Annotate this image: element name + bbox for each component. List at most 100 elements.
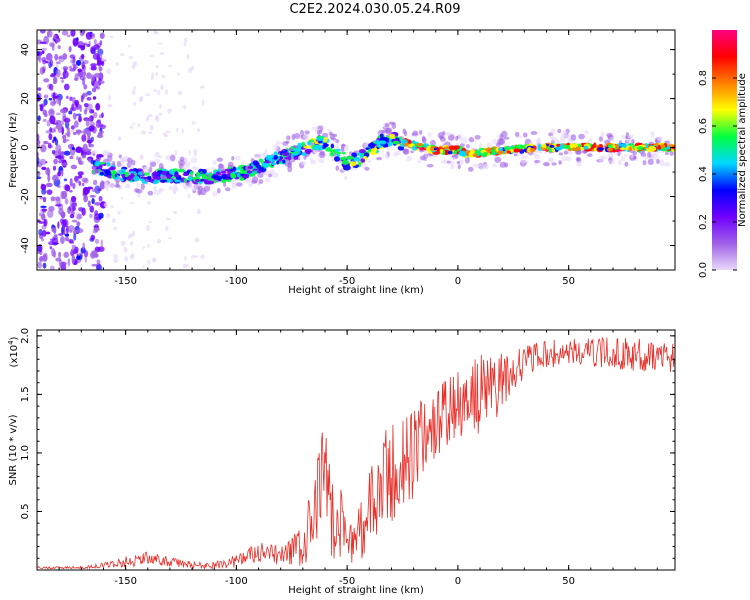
spectrogram-halo-blob bbox=[491, 139, 498, 145]
spectrogram-noise-blob bbox=[158, 112, 163, 116]
spectrogram-noise-blob bbox=[96, 57, 102, 66]
colorbar-ticks: 0.0 0.2 0.4 0.6 0.8 bbox=[698, 70, 737, 278]
spectrogram-noise-blob bbox=[40, 47, 48, 52]
spectrogram-noise-blob bbox=[101, 112, 104, 119]
spectrogram-ridge-blob bbox=[644, 142, 649, 149]
x-tick-label: 50 bbox=[562, 576, 575, 587]
spectrogram-halo-blob bbox=[584, 130, 589, 135]
colorbar-label: Normalized spectral amplitude bbox=[737, 73, 748, 227]
spectrogram-ridge-blob bbox=[486, 147, 492, 153]
spectrogram-noise-blob bbox=[156, 238, 162, 244]
spectrogram-halo-blob bbox=[269, 169, 275, 174]
spectrogram-ridge-blob bbox=[378, 140, 387, 145]
spectrogram-noise-blob bbox=[77, 44, 84, 49]
spectrogram-noise-blob bbox=[63, 117, 71, 123]
spectrogram-noise-blob bbox=[100, 239, 104, 247]
spectrogram-noise-blob bbox=[67, 225, 75, 231]
spectrogram-ridge-blob bbox=[182, 173, 189, 177]
spectrogram-noise-blob bbox=[139, 154, 144, 160]
spectrogram-ridge-blob bbox=[509, 146, 516, 151]
spectrogram-noise-blob bbox=[69, 155, 74, 160]
spectrogram-noise-blob bbox=[53, 34, 57, 40]
spectrogram-noise-blob bbox=[71, 202, 78, 208]
spectrogram-noise-blob bbox=[105, 212, 111, 219]
spectrogram-ridge-blob bbox=[386, 142, 393, 147]
spectrogram-ridge-blob bbox=[222, 174, 228, 180]
snr-plot-area bbox=[37, 330, 675, 570]
spectrogram-ridge-blob bbox=[273, 151, 278, 157]
spectrogram-noise-blob bbox=[51, 227, 56, 233]
y-tick-label: 0 bbox=[20, 144, 31, 150]
spectrogram-noise-blob bbox=[48, 97, 53, 101]
spectrogram-ridge-blob bbox=[161, 170, 168, 176]
spectrogram-ridge-blob bbox=[504, 145, 510, 151]
spectrogram-halo-blob bbox=[460, 137, 468, 145]
spectrogram-noise-blob bbox=[89, 213, 93, 218]
colorbar-tick-label: 0.6 bbox=[698, 118, 709, 134]
spectrogram-noise-blob bbox=[188, 149, 191, 156]
spectrogram-noise-blob bbox=[70, 248, 75, 252]
spectrogram-noise-blob bbox=[159, 104, 162, 109]
spectrogram-halo-blob bbox=[217, 163, 223, 169]
spectrogram-ridge-blob bbox=[453, 145, 460, 150]
spectrogram-halo-blob bbox=[92, 150, 98, 155]
spectrogram-halo-blob bbox=[563, 134, 570, 140]
spectrogram-halo-blob bbox=[376, 156, 383, 161]
spectrogram-ridge-blob bbox=[315, 137, 324, 142]
spectrogram-noise-blob bbox=[74, 77, 79, 81]
snr-frame bbox=[36, 329, 676, 571]
spectrogram-noise-blob bbox=[66, 34, 71, 38]
spectrogram-noise-blob bbox=[72, 131, 77, 136]
spectrogram-halo-blob bbox=[331, 158, 335, 162]
spectrogram-noise-blob bbox=[157, 89, 161, 96]
spectrogram-halo-blob bbox=[567, 150, 573, 155]
spectrogram-ridge-blob bbox=[188, 176, 193, 182]
spectrogram-noise-blob bbox=[70, 249, 75, 257]
spectrogram-noise-blob bbox=[142, 246, 146, 249]
spectrogram-ridge-blob bbox=[304, 148, 313, 153]
spectrogram-noise-blob bbox=[71, 147, 75, 151]
colorbar-tick-label: 0.8 bbox=[698, 70, 709, 86]
spectrogram-noise-blob bbox=[70, 129, 75, 133]
spectrogram-halo-blob bbox=[104, 180, 108, 188]
spectrogram-noise-blob bbox=[38, 221, 44, 224]
spectrogram-noise-blob bbox=[61, 126, 64, 135]
spectrogram-noise-blob bbox=[166, 217, 171, 221]
snr-y-axis-label: SNR (10 * v/v) bbox=[8, 414, 19, 485]
spectrogram-ridge-blob bbox=[619, 147, 626, 151]
spectrogram-ridge-blob bbox=[273, 155, 279, 160]
spectrogram-noise-blob bbox=[86, 186, 94, 190]
snr-series-line bbox=[37, 336, 675, 570]
spectrogram-halo-blob bbox=[310, 159, 317, 165]
spectrogram-ridge-blob bbox=[149, 178, 155, 182]
spectrogram-noise-blob bbox=[153, 185, 157, 192]
spectrogram-noise-blob bbox=[63, 178, 68, 182]
spectrogram-noise-blob bbox=[81, 64, 86, 72]
spectrogram-noise-blob bbox=[98, 195, 103, 202]
y-tick-label: 1.5 bbox=[20, 386, 31, 402]
spectrogram-halo-blob bbox=[439, 135, 444, 140]
spectrogram-noise-blob bbox=[79, 30, 85, 37]
y-tick-label: 20 bbox=[20, 92, 31, 105]
spectrogram-halo-blob bbox=[474, 134, 481, 140]
spectrogram-ridge-blob bbox=[99, 171, 105, 176]
chart-title: C2E2.2024.030.05.24.R09 bbox=[289, 2, 461, 17]
spectrogram-noise-blob bbox=[80, 70, 84, 76]
spectrogram-noise-blob bbox=[72, 112, 77, 120]
spectrogram-noise-blob bbox=[101, 58, 106, 62]
spectrogram-ridge-blob bbox=[498, 147, 503, 151]
spectrogram-noise-blob bbox=[69, 190, 73, 193]
spectrogram-noise-blob bbox=[39, 257, 44, 261]
spectrogram-noise-blob bbox=[110, 204, 114, 209]
spectrogram-noise-blob bbox=[107, 103, 113, 107]
spectrogram-halo-blob bbox=[254, 153, 262, 159]
spectrogram-noise-blob bbox=[95, 103, 101, 111]
spectrogram-halo-blob bbox=[430, 139, 436, 147]
spectrogram-noise-blob bbox=[183, 37, 188, 43]
spectrogram-noise-blob bbox=[76, 228, 84, 234]
spectrogram-noise-blob bbox=[109, 35, 114, 39]
spectrogram-halo-blob bbox=[340, 145, 345, 153]
spectrogram-halo-blob bbox=[114, 184, 121, 188]
spectrogram-noise-blob bbox=[52, 99, 57, 105]
spectrogram-ridge-blob bbox=[215, 171, 222, 176]
